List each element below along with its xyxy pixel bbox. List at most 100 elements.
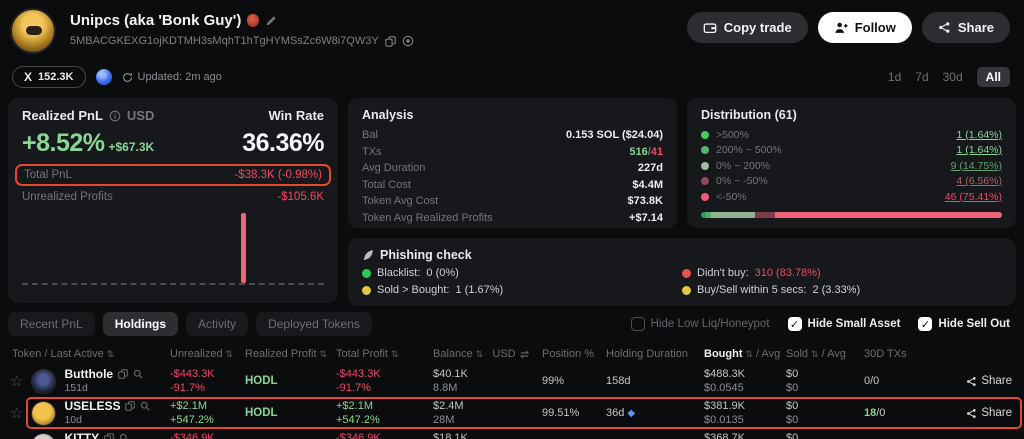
dist-value[interactable]: 46 (75.41%) <box>944 190 1002 203</box>
total-pnl-value: -$38.3K (-0.98%) <box>234 169 322 181</box>
person-plus-icon <box>834 21 848 35</box>
wallet-address: 5MBACGKEXG1ojKDTMH3sMqhT1hTgHYMSsZc6W8i7… <box>70 35 379 47</box>
dist-label: >500% <box>716 128 749 141</box>
chart-bar <box>240 213 246 283</box>
dist-bar-segment <box>701 211 706 218</box>
swap-currency-icon[interactable] <box>519 349 530 360</box>
favorite-star-icon[interactable]: ☆ <box>10 404 24 422</box>
watch-address-icon[interactable] <box>402 35 414 47</box>
pnl-amount: +$67.3K <box>108 140 155 154</box>
tab-holdings[interactable]: Holdings <box>102 312 179 336</box>
tabs-row: Recent PnL Holdings Activity Deployed To… <box>0 303 1024 336</box>
bought-cell: $368.7K$0.0295 <box>704 432 745 439</box>
dist-dot-gt500 <box>701 130 709 139</box>
time-filter-all[interactable]: All <box>976 67 1010 87</box>
blacklist-value: 0 (0%) <box>426 267 459 279</box>
didnt-buy-label: Didn't buy: <box>697 267 749 279</box>
txs-cell: 0/0 <box>864 375 880 387</box>
col-realized-profit[interactable]: Realized Profit ⇅ <box>245 348 328 360</box>
table-row-kitty[interactable]: ☆ KITTY 377d -$346.9K-95% HODL -$346.9K-… <box>0 429 1024 439</box>
col-holding-duration: Holding Duration <box>606 348 688 360</box>
dist-bar-segment <box>710 211 756 218</box>
share-icon <box>938 21 951 34</box>
chart-baseline <box>22 283 324 285</box>
time-filter-group: 1d 7d 30d All <box>888 67 1010 87</box>
dist-label: 200% ~ 500% <box>716 144 782 157</box>
unrealized-cell: +$2.1M +547.2% <box>170 400 214 426</box>
x-logo-icon: X <box>24 70 33 84</box>
hide-sell-out-checkbox[interactable]: ✓ Hide Sell Out <box>918 317 1010 331</box>
dist-value[interactable]: 4 (6.56%) <box>956 175 1002 188</box>
blue-badge-icon[interactable] <box>95 69 112 85</box>
hide-small-asset-checkbox[interactable]: ✓ Hide Small Asset <box>787 317 900 331</box>
time-filter-30d[interactable]: 30d <box>942 70 963 84</box>
unrealized-profits-label: Unrealized Profits <box>22 191 113 203</box>
total-pnl-label: Total PnL <box>24 169 72 181</box>
realized-pnl-title: Realized PnL <box>22 108 103 123</box>
bought-cell: $381.9K $0.0135 <box>704 400 745 426</box>
profile-avatar <box>10 8 56 54</box>
total-pnl-annotation-box: Total PnL -$38.3K (-0.98%) <box>15 164 331 186</box>
currency-toggle[interactable]: USD <box>126 108 155 123</box>
copy-trade-button[interactable]: Copy trade <box>686 12 808 43</box>
dist-bar-segment <box>755 211 775 218</box>
token-age: 151d <box>64 382 88 394</box>
share-button[interactable]: Share <box>921 12 1010 43</box>
table-row-butthole[interactable]: ☆ Butthole 151d -$443.3K -91.7% HODL -$44… <box>0 365 1024 397</box>
wallet-icon <box>703 21 717 35</box>
table-row-useless[interactable]: ☆ USELESS 10d +$2.1M +547.2% HODL +$2.1M +… <box>0 397 1024 429</box>
copy-address-icon[interactable] <box>385 36 396 47</box>
meat-emoji-icon <box>247 14 260 27</box>
dist-value[interactable]: 1 (1.64%) <box>956 128 1002 141</box>
blacklist-label: Blacklist: <box>377 267 421 279</box>
col-total-profit[interactable]: Total Profit ⇅ <box>336 348 399 360</box>
favorite-star-icon[interactable]: ☆ <box>10 372 24 390</box>
col-unrealized[interactable]: Unrealized ⇅ <box>170 348 234 360</box>
profile-name: Unipcs (aka 'Bonk Guy') <box>70 12 242 29</box>
green-dot-icon <box>362 268 371 278</box>
favorite-star-icon[interactable]: ☆ <box>10 438 23 439</box>
search-token-icon[interactable] <box>119 433 129 439</box>
x-followers-badge[interactable]: X 152.3K <box>12 66 86 88</box>
col-sold[interactable]: Sold ⇅ / Avg <box>786 348 846 360</box>
edit-name-icon[interactable] <box>265 15 277 27</box>
avg-duration-value: 227d <box>637 162 663 175</box>
col-bought[interactable]: Bought ⇅ / Avg <box>704 348 781 360</box>
follow-button[interactable]: Follow <box>817 12 912 43</box>
hide-low-liq-checkbox[interactable]: Hide Low Liq/Honeypot <box>630 317 770 331</box>
tab-recent-pnl[interactable]: Recent PnL <box>8 312 95 336</box>
time-filter-7d[interactable]: 7d <box>915 70 929 84</box>
col-balance[interactable]: Balance ⇅ USD <box>433 348 542 360</box>
col-token[interactable]: Token / Last Active ⇅ <box>12 348 115 360</box>
row-share-button[interactable]: Share <box>940 406 1024 420</box>
share-icon <box>966 408 977 419</box>
search-token-icon[interactable] <box>133 369 143 379</box>
checkbox-checked-icon: ✓ <box>787 317 802 331</box>
updated-status: Updated: 2m ago <box>122 71 222 83</box>
buysell5-value: 2 (3.33%) <box>812 284 861 296</box>
dist-dot-200-500 <box>701 146 709 155</box>
holding-cell: 158d <box>606 375 631 387</box>
token-avg-realized-label: Token Avg Realized Profits <box>362 211 493 224</box>
distribution-panel: Distribution (61) >500% 1 (1.64%) 200% ~ … <box>687 98 1016 228</box>
token-avatar <box>31 432 57 439</box>
pnl-percent: +8.52% <box>22 129 105 157</box>
win-rate-value: 36.36% <box>242 129 324 157</box>
dist-value[interactable]: 9 (14.75%) <box>950 159 1002 172</box>
copy-token-icon[interactable] <box>125 401 135 411</box>
info-icon[interactable] <box>109 110 121 122</box>
dist-value[interactable]: 1 (1.64%) <box>956 144 1002 157</box>
pnl-chart <box>22 210 324 293</box>
copy-token-icon[interactable] <box>118 369 128 379</box>
search-token-icon[interactable] <box>140 401 150 411</box>
time-filter-1d[interactable]: 1d <box>887 70 902 84</box>
checkbox-icon <box>630 317 645 331</box>
copy-token-icon[interactable] <box>104 433 114 439</box>
tab-deployed-tokens[interactable]: Deployed Tokens <box>256 312 372 336</box>
row-share-button[interactable]: Share <box>940 374 1024 388</box>
dist-label: 0% ~ -50% <box>716 175 768 188</box>
analysis-panel: Analysis Bal 0.153 SOL ($24.04) TXs 516/4… <box>348 98 677 228</box>
tab-activity[interactable]: Activity <box>186 312 249 336</box>
refresh-icon[interactable] <box>122 72 133 83</box>
txs-label: TXs <box>362 145 382 158</box>
